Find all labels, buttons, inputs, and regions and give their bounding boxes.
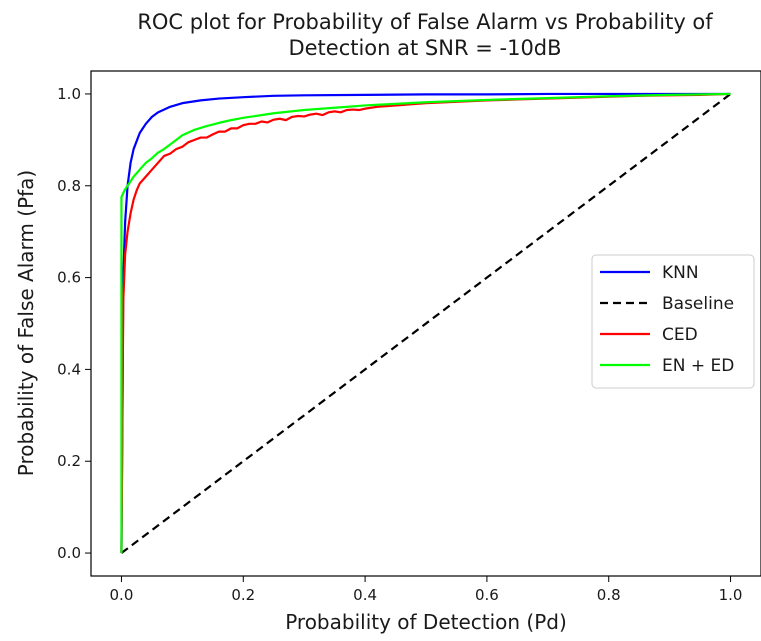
y-axis-ticks: 0.0 0.2 0.4 0.6 0.8 1.0: [57, 85, 91, 562]
x-tick-label: 1.0: [719, 586, 743, 604]
y-tick-label: 0.8: [57, 177, 81, 195]
legend-label: Baseline: [662, 294, 734, 314]
x-axis-ticks: 0.0 0.2 0.4 0.6 0.8 1.0: [110, 576, 743, 604]
legend-label: EN + ED: [662, 356, 734, 376]
legend-label: KNN: [662, 263, 699, 283]
legend-entries: KNN Baseline CED EN + ED: [600, 263, 734, 376]
y-tick-label: 1.0: [57, 85, 81, 103]
chart-title-line-2: Detection at SNR = -10dB: [288, 36, 561, 60]
legend-box: [591, 254, 755, 389]
y-tick-label: 0.6: [57, 269, 81, 287]
series-line-knn: [120, 92, 731, 554]
y-tick-label: 0.2: [57, 452, 81, 470]
legend: KNN Baseline CED EN + ED: [591, 254, 755, 389]
y-axis-label: Probability of False Alarm (Pfa): [14, 170, 38, 476]
series-layer: [120, 92, 732, 554]
x-tick-label: 0.2: [231, 586, 255, 604]
y-tick-label: 0.0: [57, 544, 81, 562]
x-tick-label: 0.0: [110, 586, 134, 604]
y-tick-label: 0.4: [57, 360, 81, 378]
x-tick-label: 0.4: [353, 586, 377, 604]
legend-label: CED: [662, 325, 698, 345]
chart-title-line-1: ROC plot for Probability of False Alarm …: [137, 10, 713, 34]
series-line-en-ed: [120, 92, 731, 554]
x-tick-label: 0.6: [475, 586, 499, 604]
x-tick-label: 0.8: [597, 586, 621, 604]
plot-frame: [90, 70, 761, 577]
x-axis-label: Probability of Detection (Pd): [285, 610, 567, 634]
plot-area: [90, 70, 761, 577]
series-line-baseline: [120, 93, 732, 554]
